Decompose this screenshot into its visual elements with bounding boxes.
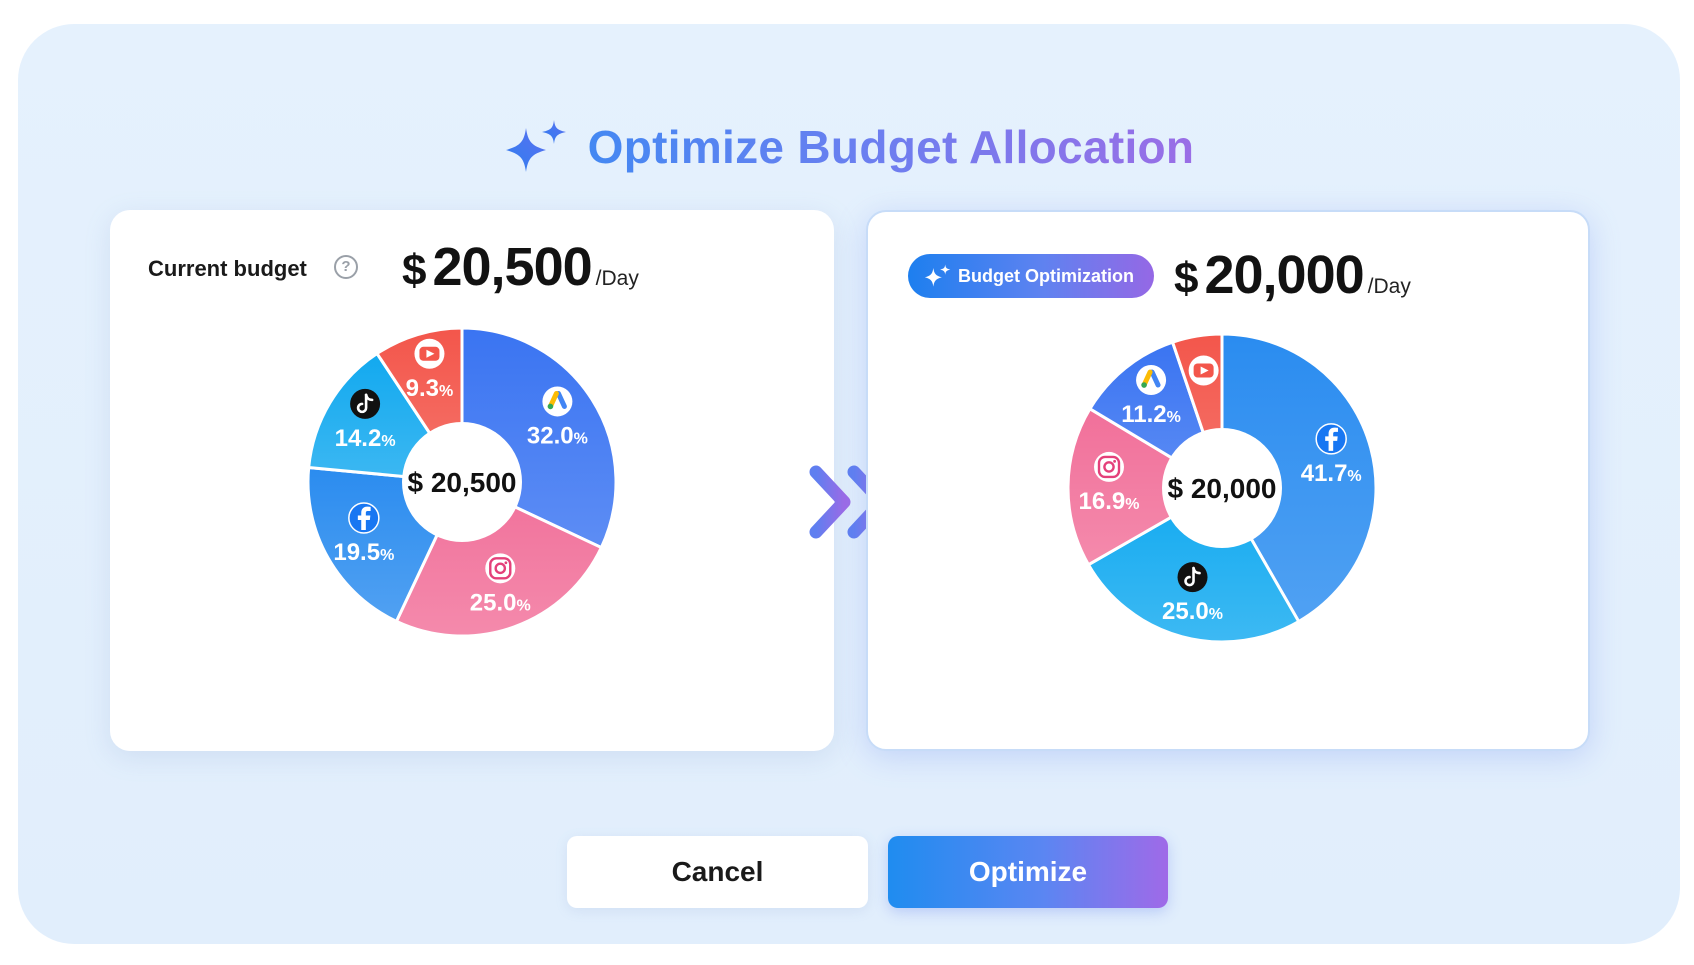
slice-facebook [1220, 332, 1378, 624]
current-budget-card: Current budget ? $ 20,500 /Day $ 20,500 3… [110, 210, 834, 751]
per-day-unit: /Day [595, 267, 639, 290]
facebook-icon [348, 502, 380, 534]
cancel-button[interactable]: Cancel [567, 836, 868, 908]
optimized-allocation-donut-chart: $ 20,000 41.7%25.0%16.9%11.2% [1066, 332, 1378, 644]
budget-value: 20,000 [1204, 245, 1364, 305]
optimized-budget-card: Budget Optimization $ 20,000 /Day $ 20,0… [866, 210, 1590, 751]
google-ads-icon [542, 386, 573, 417]
instagram-icon [1094, 451, 1125, 482]
google-ads-icon [1136, 365, 1167, 396]
youtube-icon [414, 338, 445, 369]
donut-hole [402, 422, 522, 542]
tiktok-icon [1177, 562, 1208, 593]
slice-instagram [1066, 406, 1225, 567]
badge-label: Budget Optimization [958, 265, 1134, 286]
currency-symbol: $ [402, 246, 427, 295]
donut-center-total: $ 20,500 [408, 467, 517, 498]
youtube-icon [1188, 355, 1219, 386]
per-day-unit: /Day [1367, 275, 1411, 298]
sparkle-icon [924, 264, 951, 287]
donut-center-total: $ 20,000 [1168, 473, 1277, 504]
slice-percent: 25.0% [470, 589, 531, 616]
help-icon[interactable]: ? [334, 255, 358, 279]
tiktok-icon [350, 388, 381, 419]
optimize-button[interactable]: Optimize [888, 836, 1168, 908]
current-budget-amount: $ 20,500 /Day [402, 236, 639, 298]
facebook-icon [1315, 423, 1347, 455]
sparkle-icon [505, 120, 566, 172]
optimize-budget-modal: Optimize Budget Allocation Current budge… [18, 24, 1680, 944]
slice-label-facebook: 19.5% [333, 502, 394, 566]
budget-optimization-badge: Budget Optimization [908, 254, 1154, 298]
slice-label-instagram: 25.0% [470, 553, 531, 616]
current-budget-label: Current budget [148, 256, 307, 281]
budget-value: 20,500 [432, 237, 592, 297]
instagram-icon [485, 553, 516, 584]
optimized-budget-amount: $ 20,000 /Day [1174, 244, 1411, 306]
donut-hole [1162, 428, 1282, 548]
slice-label-instagram: 16.9% [1079, 451, 1139, 515]
currency-symbol: $ [1174, 254, 1199, 303]
modal-title: Optimize Budget Allocation [587, 121, 1195, 173]
slice-label-youtube [1188, 355, 1219, 386]
title-row: Optimize Budget Allocation [18, 102, 1680, 192]
